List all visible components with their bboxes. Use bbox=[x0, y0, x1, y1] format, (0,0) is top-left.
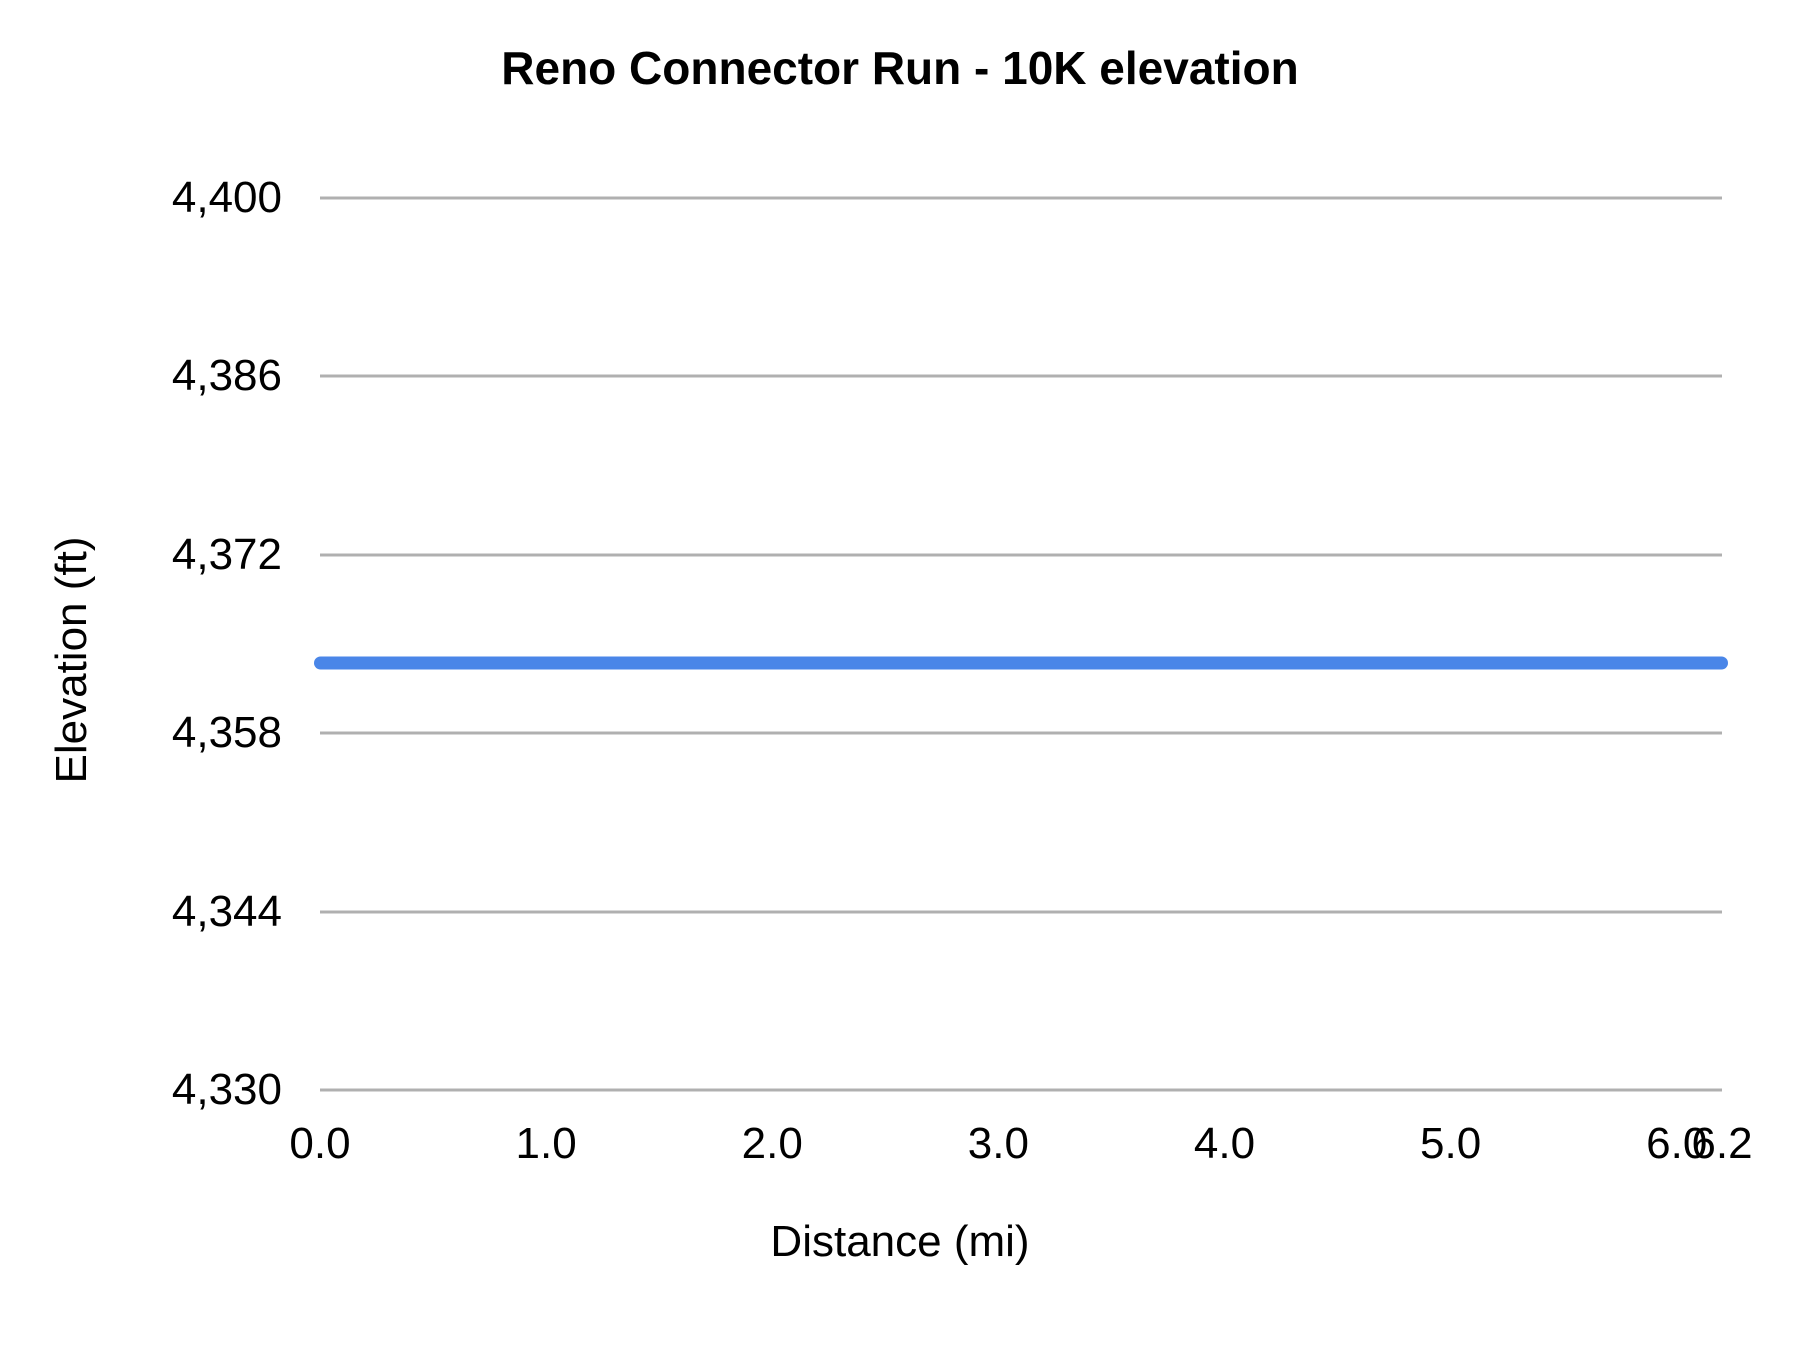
y-axis-tick-labels: 4,400 4,386 4,372 4,358 4,344 4,330 bbox=[0, 173, 282, 1114]
elevation-series-line bbox=[314, 656, 1728, 670]
y-tick-label: 4,344 bbox=[171, 886, 282, 936]
x-tick-label: 1.0 bbox=[515, 1119, 577, 1168]
chart-title: Reno Connector Run - 10K elevation bbox=[501, 42, 1299, 94]
gridline bbox=[320, 1088, 1722, 1092]
y-tick-label: 4,386 bbox=[171, 351, 282, 401]
x-tick-label: 4.0 bbox=[1193, 1119, 1256, 1168]
x-tick-label: 6.0 bbox=[1646, 1119, 1708, 1168]
gridline bbox=[320, 374, 1722, 378]
y-tick-label: 4,372 bbox=[171, 529, 282, 579]
gridline bbox=[320, 196, 1722, 200]
gridline bbox=[320, 731, 1722, 735]
x-tick-label: 5.0 bbox=[1420, 1119, 1482, 1168]
y-tick-label: 4,358 bbox=[171, 708, 282, 758]
x-tick-label: 2.0 bbox=[741, 1119, 803, 1168]
gridline bbox=[320, 910, 1722, 914]
x-tick-label: 3.0 bbox=[967, 1119, 1029, 1168]
gridline bbox=[320, 553, 1722, 557]
plot-area: 0.0 1.0 2.0 3.0 4.0 5.0 6.0 6.2 bbox=[289, 196, 1753, 1168]
y-tick-label: 4,330 bbox=[171, 1065, 282, 1114]
x-tick-label: 0.0 bbox=[289, 1119, 351, 1168]
x-tick-label: 6.2 bbox=[1691, 1119, 1753, 1168]
x-axis-title: Distance (mi) bbox=[770, 1217, 1030, 1266]
y-tick-label: 4,400 bbox=[171, 173, 282, 222]
